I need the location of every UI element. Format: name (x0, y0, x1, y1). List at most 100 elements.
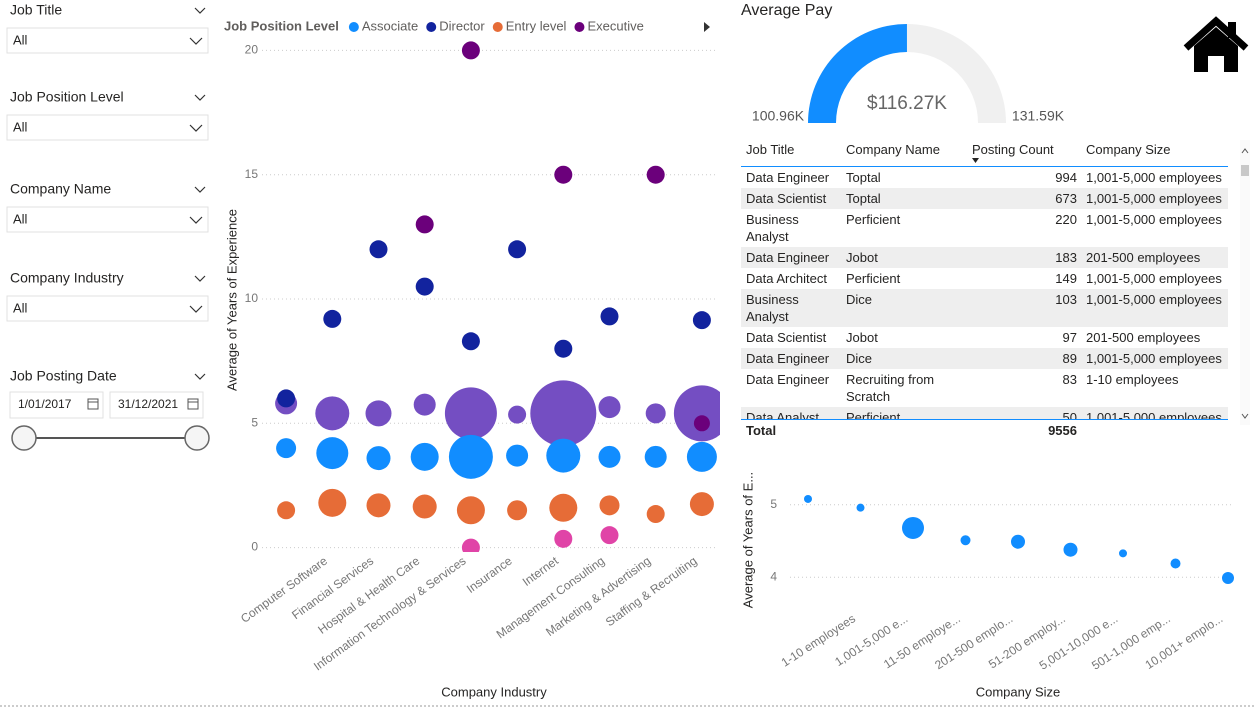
y-tick-label: 15 (245, 167, 259, 181)
table-total: Total 9556 (741, 419, 1228, 441)
total-row: Total 9556 (741, 419, 1228, 441)
legend-marker (492, 22, 503, 32)
bubble (366, 493, 391, 518)
bubble (1063, 542, 1078, 557)
scroll-thumb[interactable] (1241, 165, 1249, 176)
gauge-value-label: $116.27K (867, 93, 947, 114)
date-slider-handle[interactable] (184, 425, 210, 451)
x-axis-title: Company Size (976, 684, 1061, 699)
legend-marker (426, 22, 437, 32)
table: Job Title Company Name Posting Count Compan… (741, 138, 1228, 441)
slicer-dropdown[interactable]: All (6, 114, 209, 141)
slicer-collapse (194, 373, 206, 380)
bubble (461, 332, 480, 351)
dropdown-box (6, 295, 209, 322)
dropdown-box (6, 114, 209, 141)
y-tick-label: 4 (770, 569, 777, 583)
table-rows: Data Engineer Toptal 994 1,001-5,000 employ… (741, 167, 1228, 419)
bubble (902, 516, 924, 539)
table-cell: Jobot (841, 247, 967, 268)
home-chimney (1228, 22, 1236, 38)
table-cell: Data Scientist (746, 330, 827, 345)
bubble (546, 438, 581, 473)
bubble (318, 488, 347, 517)
table-row: Data Scientist Toptal 673 1,001-5,000 emplo… (741, 188, 1228, 209)
table-cell: Business Analyst (746, 212, 799, 244)
slicer-collapse (194, 186, 206, 193)
bubble (366, 446, 391, 471)
bubble (277, 389, 296, 408)
bubble (960, 535, 971, 546)
table-cell: Perficient (846, 271, 901, 286)
table-cell: 1,001-5,000 employees (1086, 212, 1222, 227)
table-row: Data Engineer Recruiting from Scratch 83 1-… (741, 369, 1228, 407)
slicer-title: Job Title (10, 2, 62, 18)
date-slider-handle[interactable] (11, 425, 37, 451)
scroll-up[interactable] (1241, 148, 1249, 154)
dropdown-chevron (189, 124, 203, 132)
date-input[interactable]: 31/12/2021 (109, 391, 204, 419)
table-cell: Perficient (841, 407, 967, 419)
bubble (689, 492, 714, 517)
slicer-dropdown[interactable]: All (6, 27, 209, 54)
legend-title: Job Position Level (224, 18, 339, 33)
table-row: Data Scientist Jobot 97 201-500 employees (741, 327, 1228, 348)
dropdown-value: All (13, 119, 28, 134)
table-cell: Dice (841, 348, 967, 369)
table-cell: 994 (1055, 170, 1077, 185)
table-cell: Dice (841, 289, 967, 327)
bubble (646, 505, 665, 524)
gauge-max-label: 131.59K (1012, 108, 1065, 124)
table-cell: Data Analyst (741, 407, 841, 419)
bubble (646, 165, 665, 184)
scroll-down[interactable] (1241, 413, 1249, 419)
table-cell: 97 (1062, 330, 1077, 345)
table-cell: 1-10 employees (1086, 372, 1179, 387)
dropdown-chevron (189, 305, 203, 313)
legend-label: Entry level (506, 18, 567, 33)
bubble (461, 538, 480, 552)
bubble (598, 445, 621, 468)
table-row: Data Engineer Dice 89 1,001-5,000 employees (741, 348, 1228, 369)
bubble (549, 493, 578, 522)
bubble (530, 380, 597, 447)
bubble (692, 311, 711, 330)
legend-next-arrow[interactable] (704, 22, 710, 32)
date-input[interactable]: 1/01/2017 (9, 391, 104, 419)
bubble (365, 400, 392, 427)
total-cell (841, 419, 967, 441)
bubble (554, 529, 573, 548)
bubble (415, 215, 434, 234)
bubble (600, 307, 619, 326)
slicer-dropdown[interactable]: All (6, 206, 209, 233)
table-scrollbar[interactable] (1240, 140, 1250, 425)
bubble (410, 442, 439, 471)
y-tick-label: 20 (245, 43, 259, 57)
date-value: 1/01/2017 (18, 397, 72, 411)
table-cell: 1,001-5,000 employees (1081, 188, 1228, 209)
table-cell: Data Engineer (746, 170, 830, 185)
bubble (461, 41, 480, 60)
y-tick-label: 5 (251, 415, 258, 429)
bubble (1170, 558, 1181, 569)
dropdown-chevron (189, 37, 203, 45)
home-body (1194, 27, 1238, 72)
bubble (686, 441, 717, 472)
table-cell: 103 (967, 289, 1081, 327)
bubble (412, 494, 437, 519)
bubble (508, 405, 527, 424)
column-header: Job Title (741, 138, 841, 167)
legend-label: Associate (362, 18, 418, 33)
legend-marker (574, 22, 585, 32)
bubble (645, 403, 666, 424)
y-axis-title: Average of Years of E... (740, 472, 755, 608)
table-row: Data Engineer Jobot 183 201-500 employees (741, 247, 1228, 268)
table-cell: Data Scientist (741, 188, 841, 209)
home-button[interactable] (1183, 16, 1249, 72)
slicer-dropdown[interactable]: All (6, 295, 209, 322)
bubble (277, 501, 296, 520)
y-tick-label: 10 (245, 291, 259, 305)
bubble (693, 415, 710, 432)
x-axis-title: Company Industry (441, 684, 547, 699)
gauge-value-arc (808, 24, 907, 123)
